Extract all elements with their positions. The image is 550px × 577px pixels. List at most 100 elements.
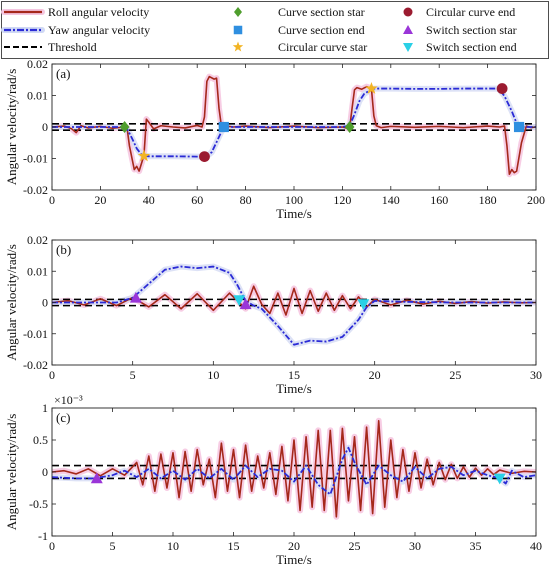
y-axis-label: Angular velocity/rad/s [4, 414, 19, 531]
x-tick-label: 25 [349, 539, 361, 553]
legend-box [1, 1, 549, 59]
x-tick-label: 20 [288, 539, 300, 553]
x-tick-label: 100 [285, 193, 303, 207]
x-axis-label: Time/s [276, 552, 312, 567]
yaw-series-line [52, 446, 536, 496]
legend-marker [403, 43, 413, 52]
legend-label: Switch section end [426, 40, 517, 54]
legend-item: Circular curve end [403, 5, 515, 19]
x-tick-label: 180 [479, 193, 497, 207]
roll-series-line [52, 75, 536, 176]
y-tick-label: 1 [42, 401, 48, 415]
legend-label: Threshold [48, 40, 97, 54]
legend-item: Curve section star [234, 5, 365, 19]
panel-label: (a) [56, 66, 70, 81]
marker-triangle-up [129, 291, 142, 303]
x-tick-label: 10 [167, 539, 179, 553]
legend-item: Switch section end [403, 40, 517, 54]
marker-triangle-up [239, 298, 252, 310]
x-tick-label: 20 [94, 193, 106, 207]
y-tick-label: -0.01 [23, 152, 48, 166]
y-tick-label: -0.01 [23, 327, 48, 341]
marker-star [365, 81, 378, 94]
plot-content [52, 417, 536, 520]
x-tick-label: 80 [240, 193, 252, 207]
legend-label: Switch section star [426, 23, 517, 37]
legend-label: Curve section star [278, 5, 365, 19]
x-tick-label: 35 [470, 539, 482, 553]
marker-triangle-down [493, 473, 506, 485]
x-tick-label: 20 [369, 368, 381, 382]
legend-item: Circular curve star [232, 40, 367, 54]
x-tick-label: 40 [530, 539, 542, 553]
marker-circle [496, 83, 508, 94]
y-tick-label: 0 [42, 120, 48, 134]
x-tick-label: 15 [288, 368, 300, 382]
legend-marker [403, 7, 413, 17]
y-exponent-label: ×10⁻³ [54, 393, 83, 407]
y-axis-label: Angular velocity/rad/s [4, 69, 19, 186]
y-tick-label: -0.02 [23, 183, 48, 197]
x-tick-label: 60 [191, 193, 203, 207]
x-tick-label: 0 [49, 193, 55, 207]
marker-triangle-down [233, 295, 246, 306]
legend-item: Switch section star [403, 23, 517, 37]
x-tick-label: 30 [530, 368, 542, 382]
y-tick-label: 0 [42, 465, 48, 479]
y-tick-label: -0.02 [23, 358, 48, 372]
x-tick-label: 200 [527, 193, 545, 207]
marker-square [218, 121, 229, 133]
x-tick-label: 40 [143, 193, 155, 207]
legend-label: Roll angular velocity [48, 5, 149, 19]
x-tick-label: 30 [409, 539, 421, 553]
y-tick-label: 0.5 [33, 433, 48, 447]
y-tick-label: 0 [42, 296, 48, 310]
panel-label: (c) [56, 410, 70, 425]
legend-label: Circular curve star [278, 40, 367, 54]
legend-label: Circular curve end [426, 5, 515, 19]
x-tick-label: 0 [49, 539, 55, 553]
y-axis-label: Angular velocity/rad/s [4, 244, 19, 361]
x-axis-label: Time/s [276, 381, 312, 396]
legend-item: Roll angular velocity [1, 5, 149, 19]
y-tick-label: 0.01 [27, 264, 48, 278]
legend: Roll angular velocity Yaw angular velocit… [1, 1, 549, 59]
panel-c: 0 5 10 15 20 25 30 35 40 -1 -0.5 0 0.5 1 Time/s Angular… [4, 393, 542, 567]
x-axis-label: Time/s [276, 206, 312, 221]
x-tick-label: 15 [228, 539, 240, 553]
y-tick-label: 0.02 [27, 233, 48, 247]
marker-triangle-up [90, 472, 103, 484]
x-tick-label: 5 [130, 368, 136, 382]
legend-marker [233, 25, 243, 35]
marker-square [513, 121, 525, 133]
plot-content [52, 263, 536, 348]
x-tick-label: 5 [110, 539, 116, 553]
x-tick-label: 0 [49, 368, 55, 382]
x-tick-label: 25 [449, 368, 461, 382]
marker-star [137, 149, 151, 162]
legend-item: Curve section end [233, 23, 365, 37]
x-tick-label: 140 [382, 193, 400, 207]
panel-a: 0 20 40 60 80 100 120 140 160 180 200 -0.02 -0.01 0 0.… [4, 57, 545, 221]
marker-diamond [119, 121, 130, 133]
marker-triangle-down [357, 299, 370, 311]
legend-marker [234, 7, 242, 17]
legend-label: Yaw angular velocity [48, 23, 150, 37]
marker-diamond [344, 121, 355, 133]
panel-label: (b) [56, 242, 71, 257]
plot-content [52, 73, 536, 178]
legend-label: Curve section end [278, 23, 365, 37]
y-tick-label: -1 [38, 529, 48, 543]
yaw-series-line [52, 265, 536, 346]
y-tick-label: -0.5 [29, 497, 48, 511]
y-tick-label: 0.01 [27, 89, 48, 103]
legend-item: Threshold [4, 40, 97, 54]
legend-marker [403, 25, 413, 34]
marker-circle [199, 151, 210, 163]
x-tick-label: 160 [430, 193, 448, 207]
x-tick-label: 120 [333, 193, 351, 207]
legend-item: Yaw angular velocity [1, 23, 150, 37]
panel-b: 0 5 10 15 20 25 30 -0.02 -0.01 0 0.01 0.02 Time/s Ang… [4, 233, 542, 396]
x-tick-label: 10 [207, 368, 219, 382]
